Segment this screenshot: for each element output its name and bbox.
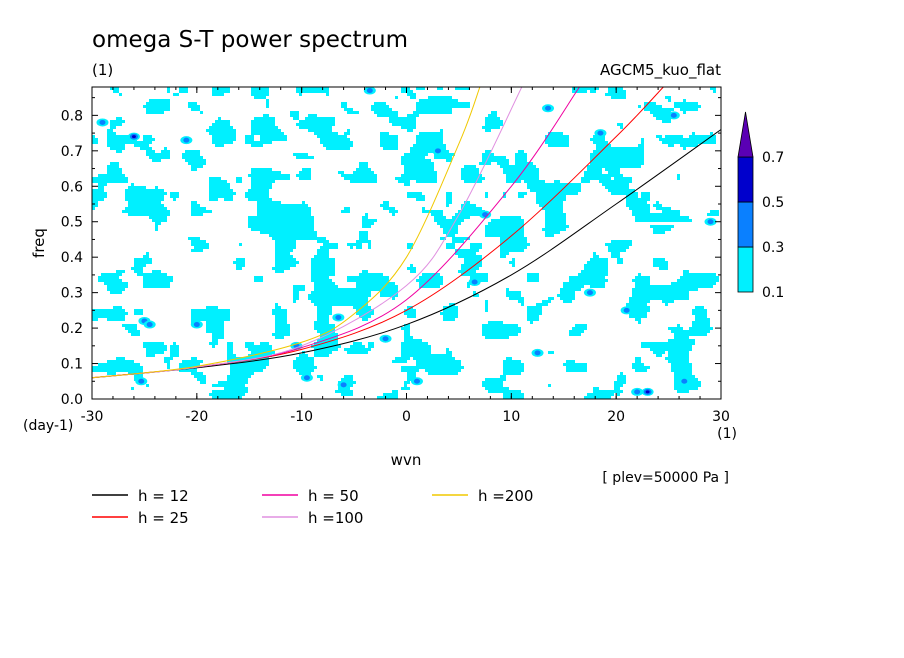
y-axis-label: freq: [30, 228, 48, 258]
y-tick-label: 0.5: [61, 215, 83, 231]
power-maximum-core: [645, 390, 650, 394]
colorbar-label: 0.7: [762, 150, 784, 166]
power-level-0.1-region: [92, 87, 719, 399]
dispersion-curves: [92, 87, 721, 379]
legend: h = 12 h = 25 h = 50 h =100 h =200: [92, 487, 533, 527]
power-maximum: [99, 119, 106, 125]
curve-h200: [92, 87, 481, 379]
legend-label-h50: h = 50: [308, 487, 359, 505]
y-tick-label: 0.2: [61, 321, 83, 337]
power-maximum-core: [131, 135, 136, 139]
power-maximum: [183, 137, 190, 143]
x-tick-label: -20: [185, 409, 208, 425]
x-axis-unit: (1): [717, 426, 737, 442]
x-axis: -30 -20 -10 0 10 20 30: [81, 87, 730, 425]
y-tick-label: 0.7: [61, 144, 83, 160]
chart-subtitle-units: (1): [92, 61, 113, 79]
y-tick-label: 0.3: [61, 286, 83, 302]
power-maximum: [471, 279, 478, 285]
x-axis-label: wvn: [391, 451, 422, 469]
legend-label-h200: h =200: [478, 487, 533, 505]
x-tick-label: 0: [402, 409, 411, 425]
legend-label-h100: h =100: [308, 509, 363, 527]
power-maximum: [335, 314, 342, 320]
colorbar-segment: [737, 246, 754, 293]
power-maximum: [681, 378, 688, 384]
y-tick-label: 0.1: [61, 357, 83, 373]
y-tick-label: 0.8: [61, 108, 83, 124]
y-axis-unit: (day-1): [23, 418, 73, 434]
legend-label-h12: h = 12: [138, 487, 189, 505]
power-maximum: [623, 307, 630, 313]
legend-label-h25: h = 25: [138, 509, 189, 527]
colorbar-label: 0.5: [762, 195, 784, 211]
colorbar-segment: [737, 201, 754, 248]
curve-h100: [92, 87, 523, 379]
power-maximum: [707, 219, 714, 225]
level-annotation: [ plev=50000 Pa ]: [602, 470, 729, 486]
colorbar: 0.1 0.3 0.5 0.7: [737, 111, 784, 301]
x-tick-label: 30: [712, 409, 730, 425]
power-maximum: [545, 105, 552, 111]
power-maximum: [193, 322, 200, 328]
power-maximum: [597, 130, 604, 136]
colorbar-label: 0.1: [762, 285, 784, 301]
power-maximum: [670, 112, 677, 118]
x-tick-label: -30: [81, 409, 104, 425]
chart-subtitle-experiment: AGCM5_kuo_flat: [600, 61, 721, 80]
plot-area: [91, 86, 722, 400]
curve-h12: [92, 129, 721, 379]
y-axis: 0.0 0.1 0.2 0.3 0.4 0.5 0.6 0.7 0.8: [61, 97, 721, 408]
power-maximum: [434, 148, 441, 154]
power-maximum: [146, 322, 153, 328]
y-tick-label: 0.0: [61, 392, 83, 408]
power-maximum: [303, 375, 310, 381]
y-tick-label: 0.6: [61, 179, 83, 195]
chart-title: omega S-T power spectrum: [92, 27, 408, 53]
power-maximum: [138, 378, 145, 384]
power-maximum: [413, 378, 420, 384]
power-maximum: [340, 382, 347, 388]
colorbar-label: 0.3: [762, 240, 784, 256]
power-contours: [92, 87, 719, 399]
x-tick-label: 20: [607, 409, 625, 425]
x-tick-label: -10: [290, 409, 313, 425]
power-maximum: [586, 290, 593, 296]
power-maximum: [382, 336, 389, 342]
colorbar-segment: [737, 156, 754, 203]
power-maximum: [534, 350, 541, 356]
x-tick-label: 10: [502, 409, 520, 425]
power-maximum: [634, 389, 641, 395]
colorbar-extension: [737, 111, 754, 158]
y-tick-label: 0.4: [61, 250, 83, 266]
power-maximum: [366, 88, 373, 94]
